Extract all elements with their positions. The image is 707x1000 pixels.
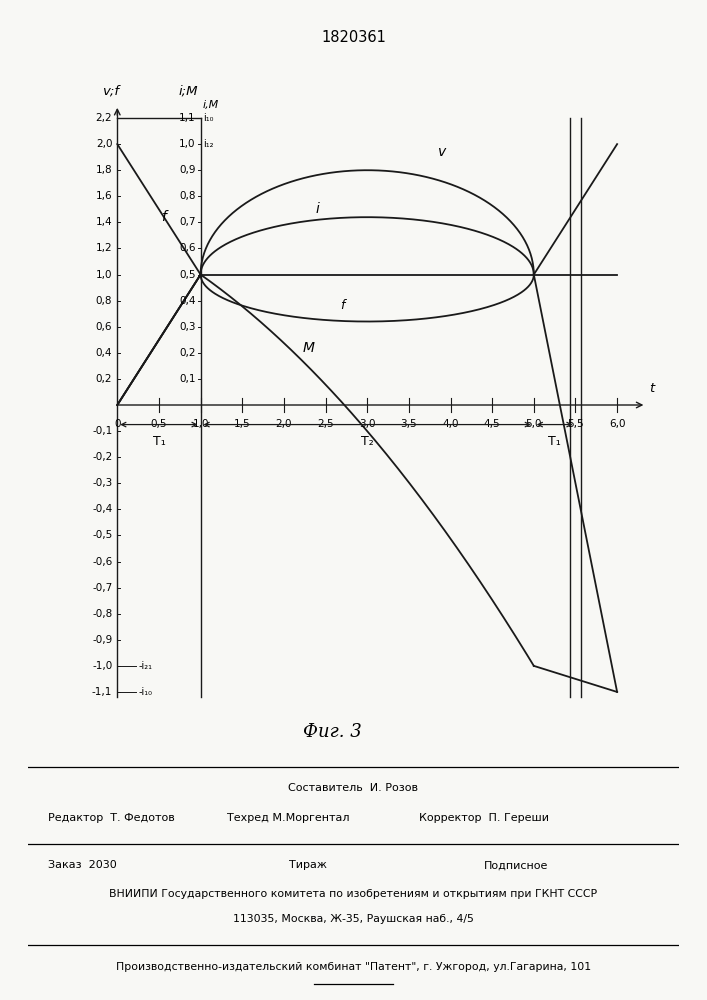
Text: T₁: T₁: [548, 435, 561, 448]
Text: -0,1: -0,1: [92, 426, 112, 436]
Text: 1,1: 1,1: [179, 113, 196, 123]
Text: 4,5: 4,5: [484, 419, 501, 429]
Text: -0,6: -0,6: [92, 557, 112, 567]
Text: -0,3: -0,3: [92, 478, 112, 488]
Text: -1,1: -1,1: [92, 687, 112, 697]
Text: -i₁₀: -i₁₀: [138, 687, 152, 697]
Text: 1,0: 1,0: [95, 270, 112, 280]
Text: 1,6: 1,6: [95, 191, 112, 201]
Text: Корректор  П. Гереши: Корректор П. Гереши: [419, 813, 549, 823]
Text: 0,6: 0,6: [179, 243, 196, 253]
Text: 1,0: 1,0: [192, 419, 209, 429]
Text: -0,2: -0,2: [92, 452, 112, 462]
Text: M: M: [303, 341, 315, 355]
Text: 0,2: 0,2: [179, 348, 196, 358]
Text: ВНИИПИ Государственного комитета по изобретениям и открытиям при ГКНТ СССР: ВНИИПИ Государственного комитета по изоб…: [110, 889, 597, 899]
Text: 1,5: 1,5: [234, 419, 250, 429]
Text: 0,8: 0,8: [95, 296, 112, 306]
Text: 0,6: 0,6: [95, 322, 112, 332]
Text: T₂: T₂: [361, 435, 373, 448]
Text: i₁₂: i₁₂: [203, 139, 214, 149]
Text: i: i: [315, 202, 319, 216]
Text: 0,5: 0,5: [179, 270, 196, 280]
Text: 113035, Москва, Ж-35, Раушская наб., 4/5: 113035, Москва, Ж-35, Раушская наб., 4/5: [233, 914, 474, 924]
Text: -i₂₁: -i₂₁: [138, 661, 152, 671]
Text: v;f: v;f: [102, 84, 119, 97]
Text: 5,0: 5,0: [525, 419, 542, 429]
Text: 1,2: 1,2: [95, 243, 112, 253]
Text: 3,5: 3,5: [401, 419, 417, 429]
Text: i;M: i;M: [178, 84, 198, 97]
Text: -0,7: -0,7: [92, 583, 112, 593]
Text: 0,4: 0,4: [179, 296, 196, 306]
Text: -0,8: -0,8: [92, 609, 112, 619]
Text: Редактор  Т. Федотов: Редактор Т. Федотов: [48, 813, 175, 823]
Text: 2,0: 2,0: [276, 419, 292, 429]
Text: 6,0: 6,0: [609, 419, 626, 429]
Text: 1,4: 1,4: [95, 217, 112, 227]
Text: 1,8: 1,8: [95, 165, 112, 175]
Text: -0,5: -0,5: [92, 530, 112, 540]
Text: 0,9: 0,9: [179, 165, 196, 175]
Text: f: f: [340, 299, 344, 312]
Text: 0,5: 0,5: [151, 419, 167, 429]
Text: 0,7: 0,7: [179, 217, 196, 227]
Text: f: f: [160, 210, 165, 224]
Text: 2,0: 2,0: [95, 139, 112, 149]
Text: Заказ  2030: Заказ 2030: [48, 860, 117, 870]
Text: Составитель  И. Розов: Составитель И. Розов: [288, 783, 419, 793]
Text: Техред М.Моргентал: Техред М.Моргентал: [227, 813, 350, 823]
Text: v: v: [438, 145, 446, 159]
Text: 0: 0: [114, 419, 120, 429]
Text: 0,4: 0,4: [95, 348, 112, 358]
Text: 0,8: 0,8: [179, 191, 196, 201]
Text: i₁₀: i₁₀: [203, 113, 214, 123]
Text: -0,4: -0,4: [92, 504, 112, 514]
Text: 0,3: 0,3: [179, 322, 196, 332]
Text: Тираж: Тираж: [289, 860, 327, 870]
Text: 5,5: 5,5: [567, 419, 584, 429]
Text: Подписное: Подписное: [484, 860, 549, 870]
Text: 2,5: 2,5: [317, 419, 334, 429]
Text: 0,1: 0,1: [179, 374, 196, 384]
Text: -0,9: -0,9: [92, 635, 112, 645]
Text: 1,0: 1,0: [179, 139, 196, 149]
Text: Производственно-издательский комбинат "Патент", г. Ужгород, ул.Гагарина, 101: Производственно-издательский комбинат "П…: [116, 962, 591, 972]
Text: 4,0: 4,0: [443, 419, 459, 429]
Text: 3,0: 3,0: [359, 419, 375, 429]
Text: T₁: T₁: [153, 435, 165, 448]
Text: 1820361: 1820361: [321, 30, 386, 45]
Text: -1,0: -1,0: [92, 661, 112, 671]
Text: i,M: i,M: [203, 100, 219, 110]
Text: Фиг. 3: Фиг. 3: [303, 723, 362, 741]
Text: 2,2: 2,2: [95, 113, 112, 123]
Text: t: t: [649, 382, 654, 395]
Text: 0,2: 0,2: [95, 374, 112, 384]
